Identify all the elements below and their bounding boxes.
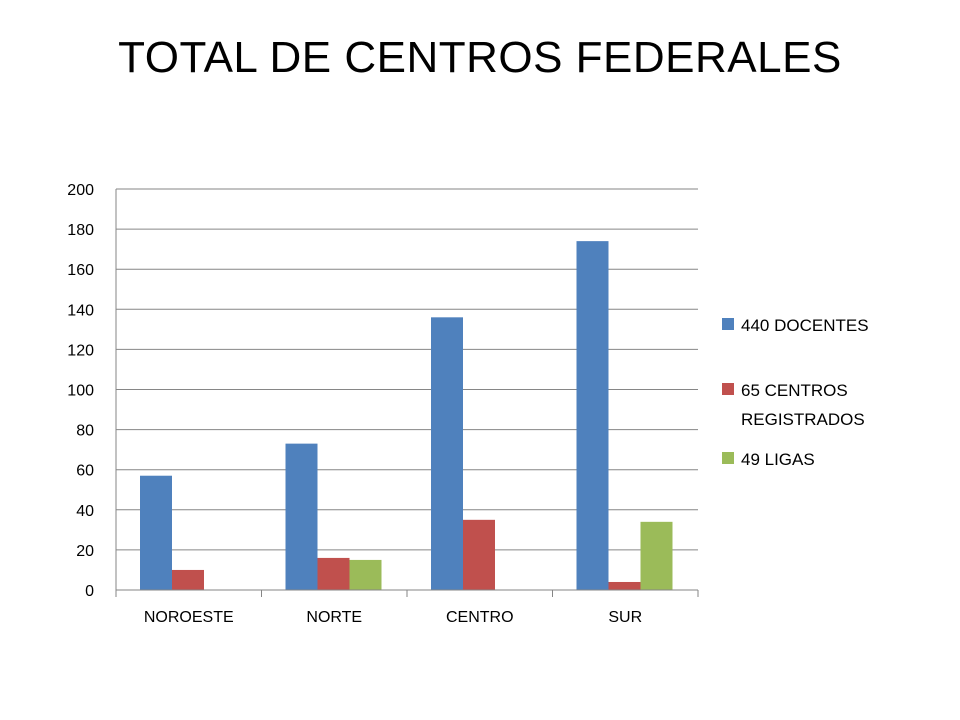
legend-swatch xyxy=(722,383,734,395)
bar xyxy=(608,581,641,590)
x-category-label: NOROESTE xyxy=(144,609,234,626)
gridlines xyxy=(116,188,698,551)
bar xyxy=(285,443,318,590)
bar xyxy=(317,557,350,590)
bar xyxy=(463,519,495,590)
bar xyxy=(640,521,673,590)
bars xyxy=(140,241,673,590)
x-category-label: CENTRO xyxy=(446,609,514,626)
y-tick-label: 40 xyxy=(76,503,94,520)
legend-label: 440 DOCENTES xyxy=(741,316,869,335)
y-tick-label: 160 xyxy=(67,262,94,279)
bar xyxy=(431,317,463,590)
y-tick-label: 100 xyxy=(67,383,94,400)
legend-label: 49 LIGAS xyxy=(741,450,815,469)
slide-title: TOTAL DE CENTROS FEDERALES xyxy=(118,33,842,82)
y-axis-ticks: 0 20 40 60 80 100 120 140 160 180 200 xyxy=(67,182,94,600)
x-category-label: NORTE xyxy=(306,609,362,626)
axes xyxy=(115,189,699,597)
legend-swatch xyxy=(722,452,734,464)
bar xyxy=(140,475,172,590)
y-tick-label: 120 xyxy=(67,342,94,359)
x-axis-categories: NOROESTE NORTE CENTRO SUR xyxy=(144,609,642,626)
legend-label: 65 CENTROS REGISTRADOS xyxy=(741,381,865,429)
bar xyxy=(349,559,382,590)
y-tick-label: 200 xyxy=(67,182,94,199)
y-tick-label: 60 xyxy=(76,463,94,480)
legend: 440 DOCENTES 65 CENTROS REGISTRADOS 49 LIGA… xyxy=(722,316,869,469)
legend-swatch xyxy=(722,318,734,330)
y-tick-label: 180 xyxy=(67,222,94,239)
y-tick-label: 140 xyxy=(67,302,94,319)
y-tick-label: 80 xyxy=(76,423,94,440)
y-tick-label: 0 xyxy=(85,583,94,600)
x-category-label: SUR xyxy=(608,609,642,626)
y-tick-label: 20 xyxy=(76,543,94,560)
bar xyxy=(576,241,609,590)
bar xyxy=(172,569,204,590)
